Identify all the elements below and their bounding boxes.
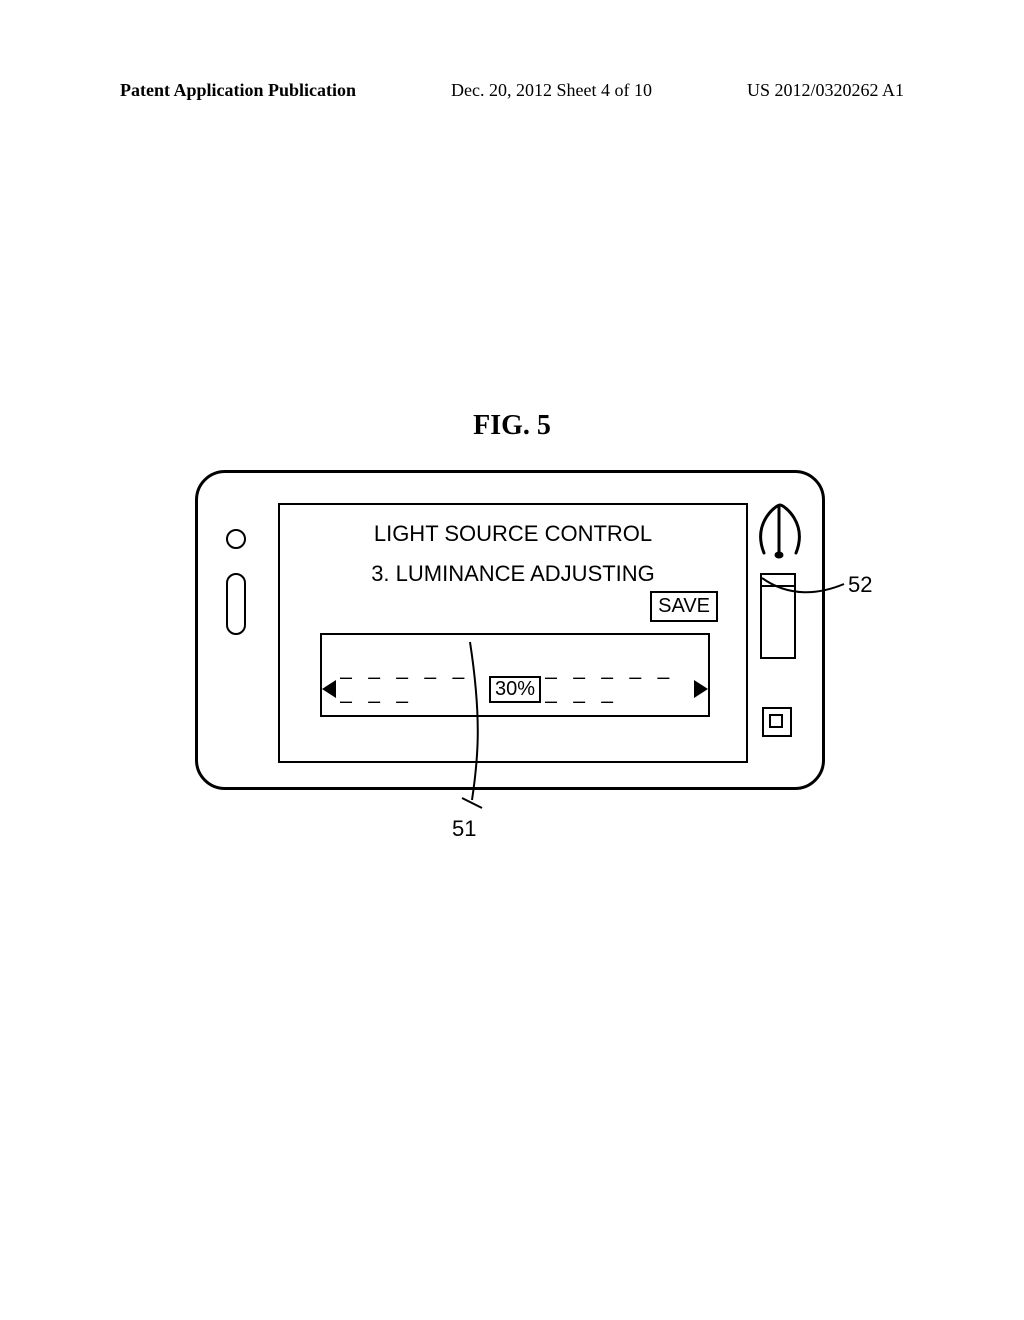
right-square-control[interactable]: [762, 707, 792, 737]
device-right-controls: [754, 503, 804, 763]
figure-label: FIG. 5: [0, 410, 1024, 442]
screen-subtitle: 3. LUMINANCE ADJUSTING: [280, 561, 746, 587]
bulb-icon: [756, 503, 804, 563]
leader-line-51: [442, 640, 502, 830]
arrow-left-icon[interactable]: [322, 680, 336, 698]
device-body: LIGHT SOURCE CONTROL 3. LUMINANCE ADJUST…: [195, 470, 825, 790]
luminance-slider-box: — — — — — — — — 30% — — — — — — — —: [320, 633, 710, 717]
device-screen: LIGHT SOURCE CONTROL 3. LUMINANCE ADJUST…: [278, 503, 748, 763]
callout-51: 51: [452, 816, 476, 842]
speaker-slot-icon: [226, 573, 246, 635]
screen-title: LIGHT SOURCE CONTROL: [280, 521, 746, 547]
camera-icon: [226, 529, 246, 549]
page-header: Patent Application Publication Dec. 20, …: [0, 80, 1024, 101]
header-right: US 2012/0320262 A1: [747, 80, 904, 101]
right-square-inner-icon: [769, 714, 783, 728]
slider-dashes-right: — — — — — — — —: [545, 665, 690, 713]
luminance-slider[interactable]: — — — — — — — — 30% — — — — — — — —: [322, 665, 708, 713]
callout-52: 52: [848, 572, 872, 598]
arrow-right-icon[interactable]: [694, 680, 708, 698]
header-left: Patent Application Publication: [120, 80, 356, 101]
header-center: Dec. 20, 2012 Sheet 4 of 10: [451, 80, 652, 101]
save-button[interactable]: SAVE: [650, 591, 718, 622]
